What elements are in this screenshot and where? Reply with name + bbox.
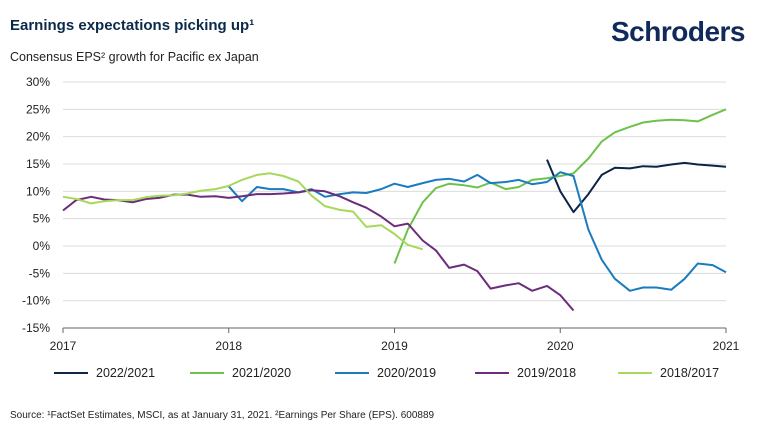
series-line-2022-2021: [546, 159, 727, 214]
x-tick-label: 2017: [50, 339, 77, 353]
x-axis: 2017 2018 2019 2020 2021: [50, 327, 740, 353]
legend-label: 2021/2020: [232, 366, 292, 380]
series-line-2019-2018: [62, 189, 575, 312]
series-line-2021-2020: [393, 108, 727, 264]
chart-title: Earnings expectations picking up¹: [10, 17, 255, 34]
legend-swatch: [54, 372, 88, 374]
chart-subtitle: Consensus EPS² growth for Pacific ex Jap…: [10, 50, 259, 64]
y-tick-label: 10%: [26, 184, 50, 198]
legend-label: 2019/2018: [517, 366, 577, 380]
legend-item: 2018/2017: [618, 366, 719, 380]
legend-item: 2019/2018: [475, 366, 576, 380]
legend-swatch: [335, 372, 369, 374]
legend-swatch: [618, 372, 652, 374]
y-tick-label: 25%: [26, 102, 50, 116]
legend-label: 2018/2017: [660, 366, 720, 380]
x-tick-label: 2018: [215, 339, 242, 353]
y-tick-label: 20%: [26, 130, 50, 144]
x-tick-label: 2021: [713, 339, 740, 353]
y-tick-label: 15%: [26, 157, 50, 171]
legend: 2022/2021 2021/2020 2020/2019 2019/2018 2018…: [0, 366, 769, 388]
grid: [63, 81, 726, 329]
y-tick-label: 30%: [26, 75, 50, 89]
y-axis: -15% -10% -5% 0% 5% 10% 15% 20% 25% 30%: [22, 75, 50, 335]
y-tick-label: 0%: [33, 239, 51, 253]
x-tick-label: 2020: [547, 339, 574, 353]
legend-label: 2020/2019: [377, 366, 437, 380]
y-tick-label: -10%: [22, 294, 50, 308]
series-line-2018-2017: [62, 172, 423, 251]
y-tick-label: 5%: [33, 212, 51, 226]
series-lines: [62, 108, 727, 312]
schroders-logo: Schroders: [611, 16, 746, 47]
legend-item: 2020/2019: [335, 366, 436, 380]
legend-item: 2022/2021: [54, 366, 155, 380]
series-line-2020-2019: [228, 171, 727, 292]
y-tick-label: -15%: [22, 321, 50, 335]
legend-swatch: [190, 372, 224, 374]
x-tick-label: 2019: [381, 339, 408, 353]
legend-swatch: [475, 372, 509, 374]
legend-label: 2022/2021: [96, 366, 156, 380]
legend-item: 2021/2020: [190, 366, 291, 380]
y-tick-label: -5%: [29, 266, 51, 280]
source-footnote: Source: ¹FactSet Estimates, MSCI, as at …: [10, 410, 435, 421]
